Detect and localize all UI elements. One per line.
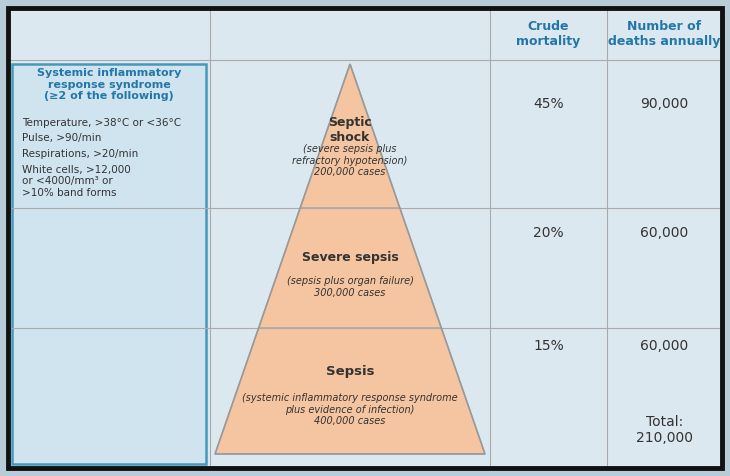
Text: Septic
shock: Septic shock [328,116,372,144]
Text: (severe sepsis plus
refractory hypotension)
200,000 cases: (severe sepsis plus refractory hypotensi… [292,144,407,177]
Polygon shape [215,328,485,454]
Text: 90,000: 90,000 [640,97,688,111]
Text: Sepsis: Sepsis [326,365,374,377]
Text: Severe sepsis: Severe sepsis [301,251,399,265]
FancyBboxPatch shape [8,8,722,468]
Text: (systemic inflammatory response syndrome
plus evidence of infection)
400,000 cas: (systemic inflammatory response syndrome… [242,393,458,426]
Text: Pulse, >90/min: Pulse, >90/min [22,133,101,143]
Text: Crude
mortality: Crude mortality [516,20,580,48]
Text: Total:
210,000: Total: 210,000 [636,415,693,445]
Text: Number of
deaths annually: Number of deaths annually [608,20,721,48]
Text: Systemic inflammatory
response syndrome
(≥2 of the following): Systemic inflammatory response syndrome … [36,68,181,101]
Polygon shape [258,208,442,328]
Text: (sepsis plus organ failure)
300,000 cases: (sepsis plus organ failure) 300,000 case… [287,276,413,298]
Text: 15%: 15% [533,339,564,353]
Polygon shape [300,64,400,208]
FancyBboxPatch shape [12,64,206,464]
Text: 45%: 45% [533,97,564,111]
Text: 60,000: 60,000 [640,339,688,353]
Text: 20%: 20% [533,226,564,240]
Text: White cells, >12,000
or <4000/mm³ or
>10% band forms: White cells, >12,000 or <4000/mm³ or >10… [22,165,131,198]
Text: Respirations, >20/min: Respirations, >20/min [22,149,138,159]
Text: Temperature, >38°C or <36°C: Temperature, >38°C or <36°C [22,118,181,128]
Text: 60,000: 60,000 [640,226,688,240]
